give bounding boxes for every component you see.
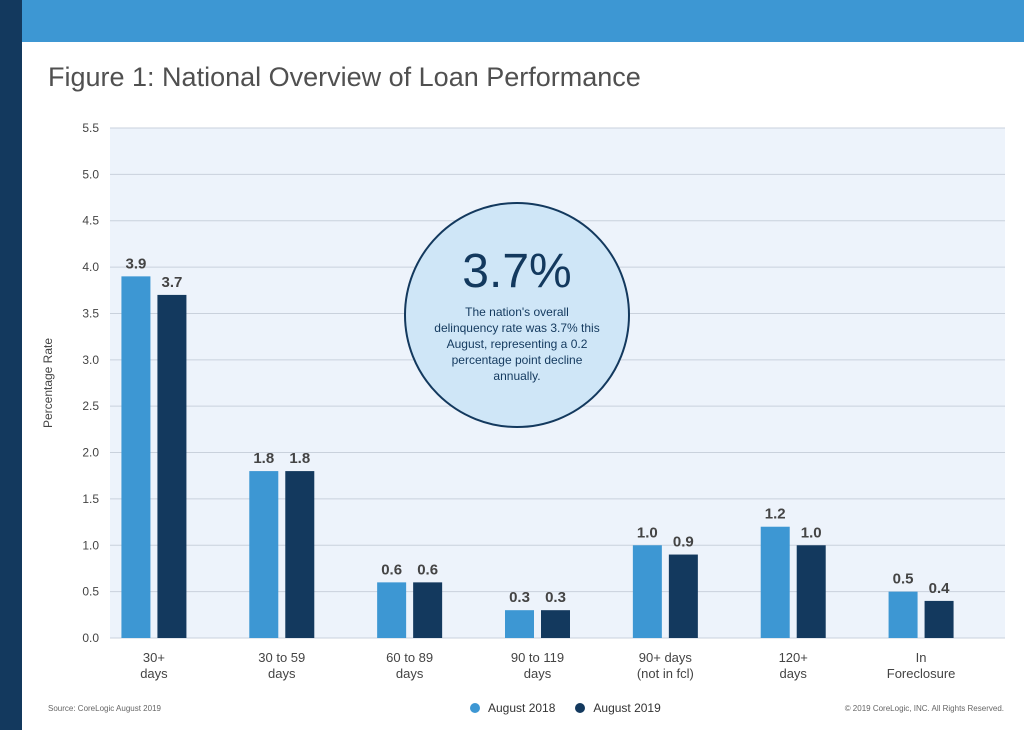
x-tick-label: days <box>268 666 296 681</box>
data-label: 1.8 <box>289 450 310 467</box>
data-label: 0.3 <box>545 589 566 606</box>
data-label: 0.3 <box>509 589 530 606</box>
x-tick-label: 60 to 89 <box>386 650 433 665</box>
copyright-note: © 2019 CoreLogic, INC. All Rights Reserv… <box>844 704 1004 713</box>
data-label: 1.2 <box>765 506 786 523</box>
data-label: 0.6 <box>417 561 438 578</box>
callout-value: 3.7% <box>462 245 572 298</box>
data-label: 0.5 <box>893 571 914 588</box>
legend-swatch-2018 <box>470 703 480 713</box>
bar-2018 <box>249 471 279 638</box>
callout-text: The nation's overall delinquency rate wa… <box>434 305 600 383</box>
data-label: 1.0 <box>801 524 822 541</box>
bar-2019 <box>668 554 698 638</box>
bar-2018 <box>760 526 790 638</box>
top-header-bar <box>22 0 1024 42</box>
data-label: 0.6 <box>381 561 402 578</box>
y-tick-label: 2.5 <box>82 399 99 413</box>
y-tick-label: 0.0 <box>82 631 99 645</box>
bar-2018 <box>377 582 407 638</box>
legend-item-2019: August 2019 <box>575 701 661 715</box>
x-tick-label: 30+ <box>143 650 165 665</box>
data-label: 3.7 <box>161 274 182 291</box>
y-tick-label: 5.0 <box>82 167 99 181</box>
x-tick-label: 120+ <box>779 650 808 665</box>
y-tick-label: 4.5 <box>82 214 99 228</box>
callout-circle: 3.7% The nation's overall delinquency ra… <box>404 202 630 428</box>
x-tick-label: 30 to 59 <box>258 650 305 665</box>
y-tick-label: 3.5 <box>82 306 99 320</box>
chart-title: Figure 1: National Overview of Loan Perf… <box>48 62 641 92</box>
x-tick-label: (not in fcl) <box>637 666 694 681</box>
y-axis-label: Percentage Rate <box>41 337 55 429</box>
legend-item-2018: August 2018 <box>470 701 555 715</box>
x-tick-label: In <box>916 650 927 665</box>
legend-label-2019: August 2019 <box>593 701 661 715</box>
x-tick-label: 90+ days <box>639 650 693 665</box>
bar-2019 <box>413 582 443 638</box>
x-tick-label: days <box>396 666 424 681</box>
y-tick-label: 3.0 <box>82 353 99 367</box>
bar-2018 <box>632 545 662 638</box>
bar-2018 <box>121 276 151 638</box>
y-tick-label: 2.0 <box>82 446 99 460</box>
x-tick-label: 90 to 119 <box>511 650 564 665</box>
legend: August 2018 August 2019 <box>470 701 681 715</box>
y-tick-label: 0.5 <box>82 585 99 599</box>
data-label: 1.8 <box>253 450 274 467</box>
data-label: 0.4 <box>929 580 951 597</box>
y-tick-label: 1.0 <box>82 538 99 552</box>
source-note: Source: CoreLogic August 2019 <box>48 704 161 713</box>
data-label: 0.9 <box>673 534 694 551</box>
bar-2019 <box>157 294 187 638</box>
bar-2019 <box>541 610 570 638</box>
bar-2019 <box>285 471 315 638</box>
bar-2019 <box>924 600 954 638</box>
data-label: 3.9 <box>125 255 146 272</box>
legend-swatch-2019 <box>575 703 586 713</box>
y-tick-label: 4.0 <box>82 260 99 274</box>
x-tick-label: Foreclosure <box>887 666 956 681</box>
x-tick-label: days <box>524 666 552 681</box>
bar-2018 <box>888 591 918 638</box>
y-tick-label: 1.5 <box>82 492 99 506</box>
legend-label-2018: August 2018 <box>488 701 556 715</box>
data-label: 1.0 <box>637 524 658 541</box>
x-tick-label: days <box>779 666 807 681</box>
x-tick-label: days <box>140 666 168 681</box>
bar-2019 <box>796 545 826 638</box>
bar-2018 <box>505 610 534 638</box>
y-tick-label: 5.5 <box>82 121 99 135</box>
left-accent-bar <box>0 0 22 730</box>
